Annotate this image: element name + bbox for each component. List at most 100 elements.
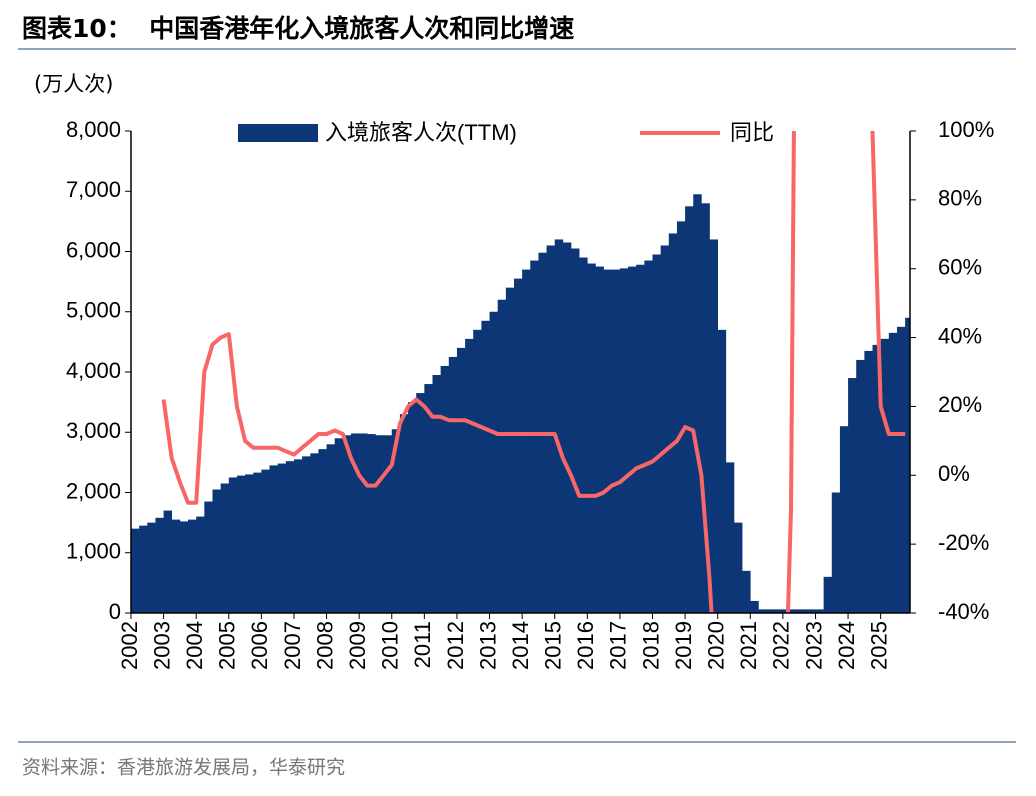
bar xyxy=(367,434,376,613)
bar xyxy=(652,254,661,613)
x-tick-label: 2009 xyxy=(345,621,370,670)
bar xyxy=(236,475,246,613)
bar xyxy=(188,519,197,613)
x-tick-label: 2018 xyxy=(638,621,663,670)
axes: 0 1,000 2,000 3,000 4,000 5,000 6,000 7,000 8,00… xyxy=(66,117,994,670)
bar xyxy=(530,260,539,613)
bar xyxy=(220,483,230,613)
x-tick-label: 2021 xyxy=(736,621,761,670)
y2-tick-label: -40% xyxy=(938,599,989,624)
y2-tick-label: -20% xyxy=(938,530,989,555)
bar xyxy=(693,194,702,613)
legend-swatch xyxy=(238,124,318,142)
bars xyxy=(131,194,910,613)
bar xyxy=(522,269,531,613)
x-tick-label: 2002 xyxy=(117,621,142,670)
x-tick-label: 2025 xyxy=(866,621,891,670)
bar xyxy=(685,206,694,613)
bar xyxy=(318,449,327,613)
bar xyxy=(880,338,890,613)
bar xyxy=(432,375,441,613)
bar xyxy=(383,435,393,613)
bar xyxy=(864,350,873,613)
bar xyxy=(513,278,523,613)
y-axis-label: (万人次) xyxy=(34,72,113,96)
source: 资料来源：香港旅游发展局，华泰研究 xyxy=(22,757,345,779)
bar xyxy=(554,239,564,613)
bar xyxy=(465,338,474,613)
bar xyxy=(701,203,710,613)
bar xyxy=(799,609,808,613)
bar xyxy=(155,517,164,613)
bar xyxy=(815,609,824,613)
bar xyxy=(440,365,450,613)
bar xyxy=(595,266,604,613)
bar xyxy=(636,264,645,613)
bar xyxy=(872,344,881,613)
bar xyxy=(579,257,588,613)
bar xyxy=(856,359,865,613)
bar xyxy=(285,461,295,613)
bar xyxy=(717,329,727,613)
bar xyxy=(603,269,613,613)
bar xyxy=(179,521,189,613)
x-tick-label: 2013 xyxy=(475,621,500,670)
x-tick-label: 2005 xyxy=(215,621,240,670)
bar xyxy=(456,347,466,613)
x-tick-label: 2014 xyxy=(508,621,533,670)
y-tick-label: 0 xyxy=(109,599,121,624)
bar xyxy=(253,472,262,613)
y-tick-label: 8,000 xyxy=(66,117,121,142)
y-tick-label: 7,000 xyxy=(66,177,121,202)
bar xyxy=(375,435,384,613)
y-tick-label: 4,000 xyxy=(66,358,121,383)
x-tick-label: 2017 xyxy=(606,621,631,670)
line xyxy=(161,131,906,613)
legend-label: 入境旅客人次(TTM) xyxy=(325,120,517,145)
bar xyxy=(619,268,629,613)
legend: 入境旅客人次(TTM) 同比 xyxy=(238,120,774,145)
bar xyxy=(668,233,678,613)
bar xyxy=(171,519,181,613)
bar xyxy=(562,242,572,613)
bar xyxy=(644,260,653,613)
bar xyxy=(293,459,303,613)
x-tick-label: 2024 xyxy=(834,621,859,670)
bar xyxy=(676,221,686,613)
bar xyxy=(326,444,336,613)
bar xyxy=(481,320,490,613)
x-tick-label: 2010 xyxy=(378,621,403,670)
y2-tick-label: 100% xyxy=(938,117,994,142)
bar xyxy=(131,528,140,613)
bar xyxy=(342,435,352,613)
bar xyxy=(147,522,156,613)
bar xyxy=(905,317,910,613)
x-tick-label: 2022 xyxy=(769,621,794,670)
x-tick-label: 2004 xyxy=(182,621,207,670)
bar xyxy=(571,248,580,613)
bar xyxy=(848,378,857,613)
y2-tick-label: 20% xyxy=(938,392,982,417)
bar xyxy=(660,245,670,613)
bar xyxy=(139,525,148,613)
bar xyxy=(725,462,735,613)
bar xyxy=(758,609,767,613)
x-tick-label: 2020 xyxy=(704,621,729,670)
bar xyxy=(709,239,718,613)
bar xyxy=(204,501,213,613)
bar xyxy=(888,332,898,613)
x-tick-label: 2007 xyxy=(280,621,305,670)
y2-tick-label: 0% xyxy=(938,461,970,486)
x-tick-label: 2006 xyxy=(247,621,272,670)
bar xyxy=(791,609,800,613)
lines xyxy=(161,131,906,613)
bar xyxy=(587,263,596,613)
bar xyxy=(228,477,238,613)
bar xyxy=(310,453,319,613)
y-tick-label: 2,000 xyxy=(66,478,121,503)
bar xyxy=(196,516,205,613)
bar xyxy=(351,433,360,613)
y2-tick-label: 80% xyxy=(938,186,982,211)
bar xyxy=(416,393,425,613)
